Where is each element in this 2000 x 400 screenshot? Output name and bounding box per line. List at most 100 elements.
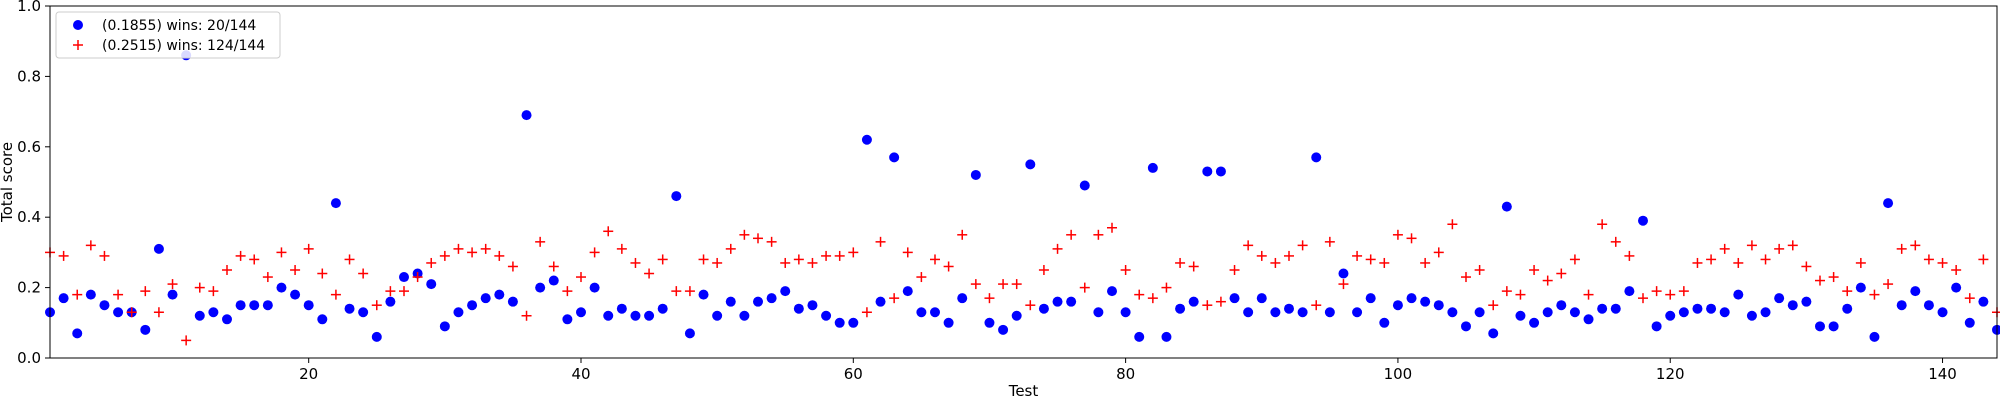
data-point-series-1	[1052, 296, 1063, 307]
data-point-series-2	[1801, 261, 1812, 272]
data-point-series-2	[684, 286, 695, 297]
data-point-series-2	[1923, 254, 1934, 265]
data-point-series-2	[1746, 240, 1757, 251]
data-point-series-2	[1815, 275, 1825, 286]
data-point-series-2	[1842, 286, 1853, 297]
data-point-series-1	[616, 303, 627, 314]
data-point-series-2	[1651, 286, 1662, 297]
data-point-series-2	[603, 226, 614, 237]
data-point-series-1	[739, 310, 750, 321]
data-point-series-2	[916, 272, 927, 283]
data-point-series-2	[998, 279, 1009, 290]
data-point-series-2	[181, 335, 192, 346]
data-point-series-1	[140, 324, 151, 335]
data-point-series-2	[780, 257, 791, 268]
data-point-series-1	[1474, 307, 1485, 318]
data-point-series-2	[562, 286, 573, 297]
data-point-series-1	[1297, 307, 1308, 318]
legend-plus-glyph	[73, 40, 83, 50]
data-point-series-1	[603, 310, 614, 321]
data-point-series-1	[1120, 307, 1131, 318]
data-point-series-2	[303, 243, 314, 254]
data-point-series-1	[1093, 307, 1104, 318]
x-tick-label: 80	[1116, 365, 1135, 383]
data-point-series-1	[1583, 314, 1594, 325]
data-point-series-2	[753, 233, 763, 244]
data-point-series-2	[834, 250, 845, 261]
data-point-series-2	[1774, 243, 1785, 254]
data-point-series-1	[1420, 296, 1431, 307]
data-point-series-2	[1352, 250, 1363, 261]
data-point-series-2	[439, 250, 450, 261]
data-point-series-2	[1433, 247, 1444, 258]
data-point-series-1	[984, 317, 995, 328]
data-point-series-2	[507, 261, 518, 272]
data-point-series-1	[1569, 307, 1580, 318]
data-point-series-1	[630, 310, 641, 321]
data-point-series-1	[1379, 317, 1390, 328]
data-point-series-2	[521, 310, 532, 321]
data-point-series-1	[1066, 296, 1077, 307]
data-point-series-1	[1801, 296, 1812, 307]
data-point-series-2	[1093, 229, 1104, 240]
data-point-series-1	[548, 275, 559, 286]
data-point-series-1	[467, 300, 478, 311]
y-tick-label: 1.0	[17, 0, 41, 15]
data-point-series-1	[426, 279, 437, 290]
data-point-series-2	[1365, 254, 1376, 265]
data-point-series-2	[58, 250, 69, 261]
x-tick-label: 40	[571, 365, 590, 383]
data-point-series-1	[1842, 303, 1853, 314]
data-point-series-1	[943, 317, 954, 328]
data-point-series-1	[303, 300, 314, 311]
data-point-series-2	[1038, 265, 1049, 275]
data-point-series-1	[521, 110, 532, 121]
data-point-series-2	[1515, 289, 1526, 300]
data-point-series-2	[821, 250, 832, 261]
data-point-series-2	[1910, 240, 1921, 251]
data-point-series-1	[1107, 286, 1117, 297]
data-point-series-2	[1855, 257, 1866, 268]
data-point-series-1	[208, 307, 219, 318]
x-tick-label: 120	[1656, 365, 1685, 383]
data-point-series-2	[1324, 236, 1335, 247]
data-point-series-1	[1488, 328, 1499, 339]
data-point-series-1	[222, 314, 232, 325]
data-point-series-1	[1134, 331, 1145, 342]
data-point-series-1	[1719, 307, 1730, 318]
data-point-series-1	[1515, 310, 1526, 321]
data-point-series-2	[902, 247, 913, 258]
data-point-series-2	[1243, 240, 1254, 251]
data-point-series-2	[1869, 289, 1880, 300]
data-point-series-1	[276, 282, 287, 293]
y-tick-label: 0.8	[17, 67, 41, 85]
data-point-series-2	[1447, 219, 1458, 230]
data-point-series-1	[753, 296, 763, 307]
data-point-series-2	[1338, 279, 1349, 290]
data-point-series-2	[1692, 257, 1703, 268]
data-point-series-2	[576, 272, 586, 283]
data-point-series-1	[317, 314, 328, 325]
data-point-series-2	[1120, 265, 1131, 275]
data-point-series-2	[1079, 282, 1090, 293]
data-point-series-1	[1501, 201, 1512, 212]
data-point-series-2	[1624, 250, 1635, 261]
data-point-series-1	[807, 300, 818, 311]
data-point-series-2	[1556, 268, 1567, 279]
data-point-series-1	[916, 307, 927, 318]
data-point-series-2	[222, 265, 232, 275]
y-axis-label: Total score	[0, 142, 16, 223]
data-point-series-1	[1011, 310, 1022, 321]
data-point-series-1	[1638, 215, 1648, 226]
data-point-series-2	[766, 236, 777, 247]
data-point-series-1	[153, 243, 164, 254]
data-point-series-2	[1134, 289, 1145, 300]
data-point-series-2	[1270, 257, 1281, 268]
data-point-series-2	[480, 243, 491, 254]
data-point-series-1	[1665, 310, 1676, 321]
data-point-series-2	[1406, 233, 1417, 244]
data-point-series-1	[902, 286, 913, 297]
data-point-series-1	[1923, 300, 1934, 311]
legend-marker-circle	[73, 20, 83, 30]
data-point-series-2	[589, 247, 600, 258]
